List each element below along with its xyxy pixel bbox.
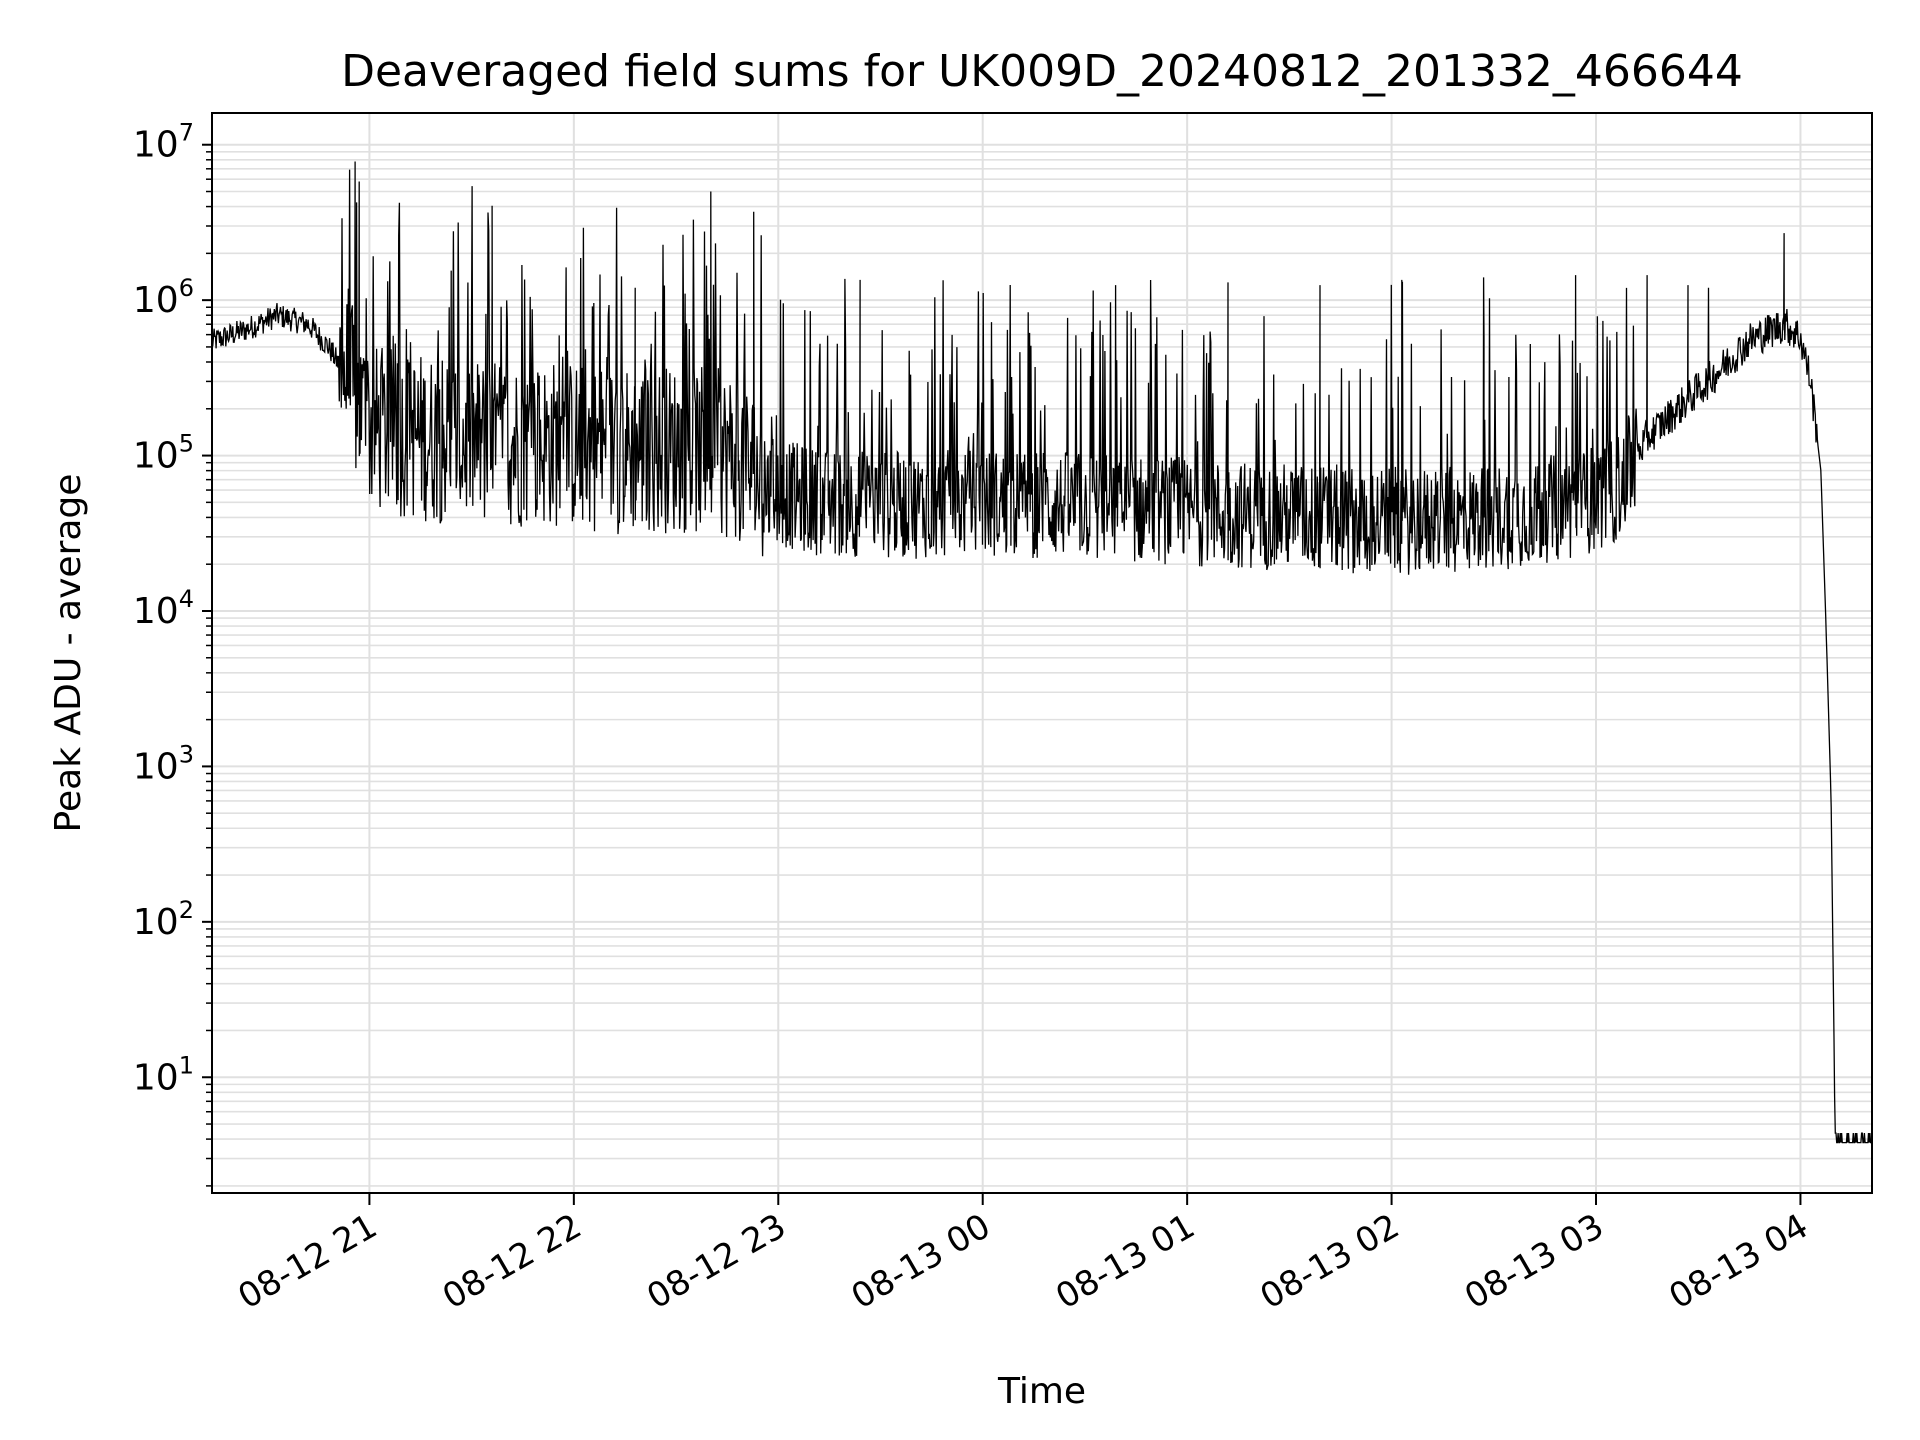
x-axis-label: Time: [997, 1371, 1086, 1412]
y-tick-label: 101: [133, 1051, 194, 1098]
plot-frame: [211, 112, 1873, 1194]
y-tick-label: 105: [133, 430, 194, 477]
y-tick-label: 106: [133, 274, 194, 321]
series-line: [212, 161, 1872, 1144]
y-tick-label: 104: [133, 585, 194, 632]
y-tick-label: 107: [133, 119, 194, 166]
chart-title: Deaveraged field sums for UK009D_2024081…: [341, 46, 1743, 97]
series-line-layer: [212, 161, 1872, 1144]
y-tick-label: 103: [133, 740, 194, 787]
y-tick-label: 102: [133, 896, 194, 943]
y-axis-label: Peak ADU - average: [48, 474, 89, 833]
grid: [212, 113, 1872, 1193]
